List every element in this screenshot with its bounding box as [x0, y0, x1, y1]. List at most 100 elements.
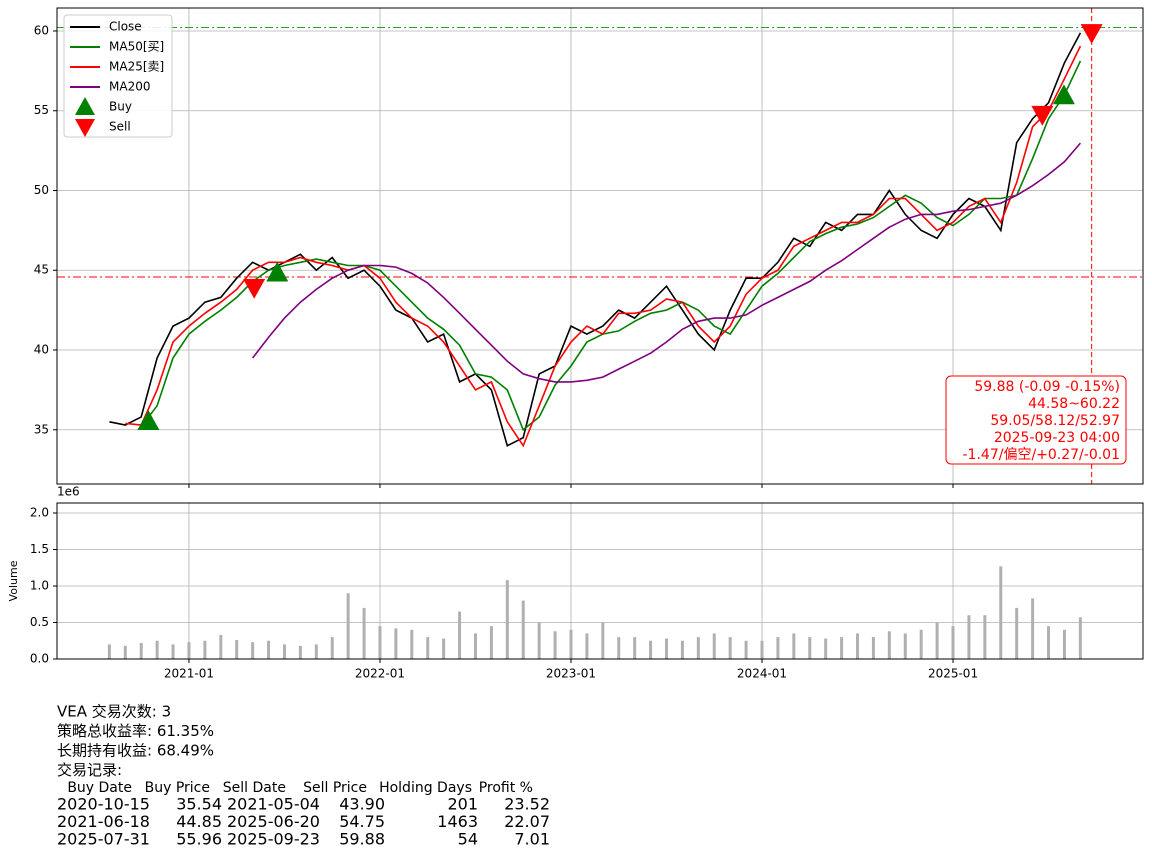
volume-bar — [680, 640, 684, 659]
legend-swatch — [75, 97, 95, 115]
table-cell: 7.01 — [514, 830, 550, 849]
legend: Close MA50[买] MA25[卖] MA200 Buy Sell — [63, 14, 173, 138]
x-tick-label: 2021-01 — [164, 667, 214, 681]
legend-label: MA200 — [109, 80, 150, 94]
table-cell: 22.07 — [504, 812, 550, 831]
volume-bar — [426, 637, 430, 659]
y-tick-label: 60 — [34, 23, 49, 37]
table-cell: 201 — [447, 795, 478, 814]
volume-bar — [521, 600, 525, 659]
volume-bar — [919, 629, 923, 659]
volume-bar — [856, 633, 860, 659]
series-line — [140, 60, 1082, 432]
volume-bar — [139, 642, 143, 659]
volume-bar — [967, 615, 971, 659]
volume-bar — [951, 626, 955, 659]
table-header: Buy Price — [145, 780, 210, 796]
volume-bar — [251, 642, 255, 659]
table-header: Buy Date — [67, 780, 132, 796]
volume-bar — [824, 638, 828, 659]
volume-bar — [1047, 626, 1051, 659]
annotation-box — [945, 375, 1127, 465]
volume-bar — [410, 629, 414, 659]
table-cell: 44.85 — [176, 812, 222, 831]
legend-label: Buy — [109, 100, 132, 114]
volume-bar — [999, 566, 1003, 659]
table-cell: 54 — [458, 830, 478, 849]
volume-bar — [696, 637, 700, 659]
x-tick-label: 2022-01 — [355, 667, 405, 681]
table-cell: 43.90 — [339, 795, 385, 814]
volume-bar — [585, 633, 589, 659]
volume-bar — [871, 637, 875, 659]
y-tick-label: 1.0 — [30, 579, 49, 593]
plot-frame — [56, 7, 1144, 485]
table-header: Holding Days — [379, 780, 472, 796]
series-line — [251, 142, 1082, 383]
volume-bar — [649, 640, 653, 659]
annotation-text: 2025-09-23 04:00 — [994, 430, 1120, 446]
table-cell: 2020-10-15 — [57, 795, 150, 814]
volume-bar — [123, 645, 127, 659]
plot-area — [57, 8, 1143, 484]
x-tick-label: 2023-01 — [546, 667, 596, 681]
volume-bar — [840, 637, 844, 659]
plot-area — [57, 503, 1143, 659]
volume-bar — [537, 622, 541, 659]
volume-bar — [473, 633, 477, 659]
volume-bar — [505, 580, 509, 659]
volume-bar — [617, 637, 621, 659]
volume-bar — [489, 626, 493, 659]
volume-bar — [776, 637, 780, 659]
table-cell: 55.96 — [176, 830, 222, 849]
table-cell: 2025-07-31 — [57, 830, 150, 849]
volume-bar — [442, 638, 446, 659]
table-header: Sell Price — [303, 780, 367, 796]
x-tick-label: 2025-01 — [928, 667, 978, 681]
volume-bar — [1015, 607, 1019, 659]
volume-bar — [203, 640, 207, 659]
plot-frame — [56, 502, 1144, 660]
volume-bar — [1062, 629, 1066, 659]
annotation-text: 59.05/58.12/52.97 — [990, 413, 1120, 429]
volume-bar — [553, 631, 557, 659]
summary-line: 交易记录: — [57, 761, 122, 779]
annotation-text: 59.88 (-0.09 -0.15%) — [974, 379, 1120, 395]
volume-bar — [601, 622, 605, 659]
volume-bar — [1031, 598, 1035, 659]
trade-marker — [1052, 84, 1075, 105]
volume-bar — [298, 645, 302, 659]
volume-bar — [267, 640, 271, 659]
trade-marker — [137, 410, 160, 430]
volume-bar — [378, 626, 382, 659]
table-cell: 59.88 — [339, 830, 385, 849]
annotation-text: 44.58~60.22 — [1028, 396, 1120, 412]
table-cell: 54.75 — [339, 812, 385, 831]
y-tick-label: 40 — [34, 343, 49, 357]
legend-box — [63, 14, 173, 138]
volume-bar — [633, 637, 637, 659]
offset-label: 1e6 — [57, 485, 80, 499]
y-tick-label: 35 — [34, 422, 49, 436]
table-cell: 2021-06-18 — [57, 812, 150, 831]
volume-bar — [107, 644, 111, 659]
table-cell: 23.52 — [504, 795, 550, 814]
volume-bar — [171, 644, 175, 659]
y-tick-label: 45 — [34, 263, 49, 277]
legend-label: MA25[卖] — [109, 60, 164, 74]
volume-bar — [983, 615, 987, 659]
volume-bar — [330, 637, 334, 659]
y-tick-label: 0.0 — [30, 652, 49, 666]
summary-line: 长期持有收益: 68.49% — [57, 742, 214, 760]
volume-bar — [728, 637, 732, 659]
table-cell: 2025-09-23 — [227, 830, 320, 849]
y-tick-label: 1.5 — [30, 542, 49, 556]
annotation-text: -1.47/偏空/+0.27/-0.01 — [963, 447, 1121, 463]
legend-label: Close — [109, 20, 142, 34]
trade-marker — [243, 278, 266, 299]
legend-label: MA50[买] — [109, 40, 164, 54]
y-axis-label: Volume — [7, 560, 20, 601]
volume-bar — [219, 634, 223, 659]
volume-bar — [903, 633, 907, 659]
